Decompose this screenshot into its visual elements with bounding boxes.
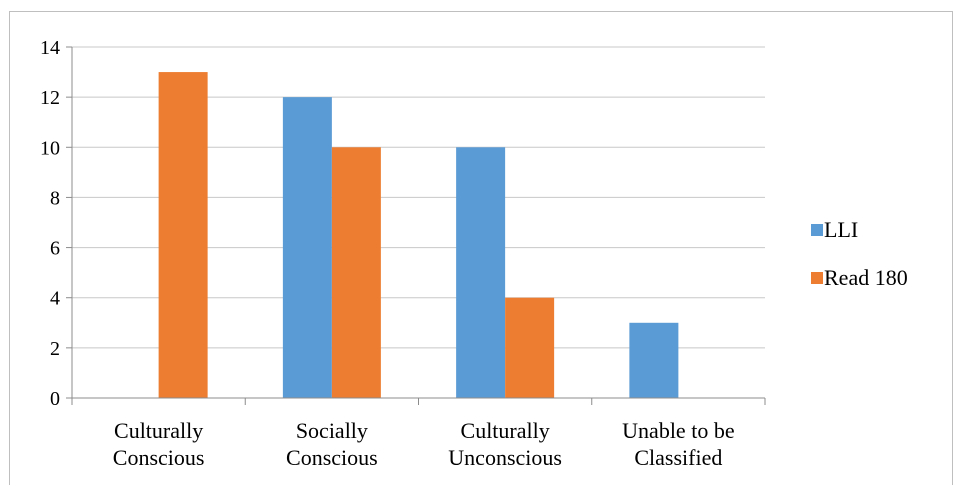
bar-read-180 [331, 147, 381, 398]
bar-lli [629, 322, 679, 398]
x-category-label: Conscious [113, 445, 205, 470]
x-axis-category-labels: CulturallyConsciousSociallyConsciousCult… [113, 418, 735, 470]
bar-lli [456, 147, 506, 398]
y-tick-label: 4 [50, 288, 60, 310]
x-category-label: Socially [296, 418, 368, 443]
bar-read-180 [505, 297, 555, 398]
y-tick-label: 2 [50, 338, 60, 360]
axes [66, 46, 766, 405]
x-category-label: Conscious [286, 445, 378, 470]
legend-swatch [811, 224, 823, 236]
y-tick-label: 8 [50, 187, 60, 209]
legend-label: LLI [824, 217, 858, 242]
x-category-label: Unable to be [622, 418, 734, 443]
x-category-label: Culturally [114, 418, 203, 443]
y-tick-label: 6 [50, 238, 60, 260]
chart-frame [9, 11, 953, 485]
y-axis-tick-labels: 0 2 4 6 8 10 12 14 [40, 37, 60, 410]
legend: LLI Read 180 [811, 217, 908, 290]
legend-label: Read 180 [824, 265, 908, 290]
legend-swatch [811, 272, 823, 284]
bar-read-180 [158, 72, 208, 399]
y-tick-label: 10 [40, 137, 60, 159]
x-category-label: Classified [634, 445, 722, 470]
y-tick-label: 0 [50, 388, 60, 410]
bars [158, 72, 679, 399]
x-category-label: Culturally [461, 418, 550, 443]
y-tick-label: 14 [40, 37, 60, 59]
y-tick-label: 12 [40, 87, 60, 109]
x-category-label: Unconscious [448, 445, 562, 470]
bar-lli [282, 97, 332, 399]
